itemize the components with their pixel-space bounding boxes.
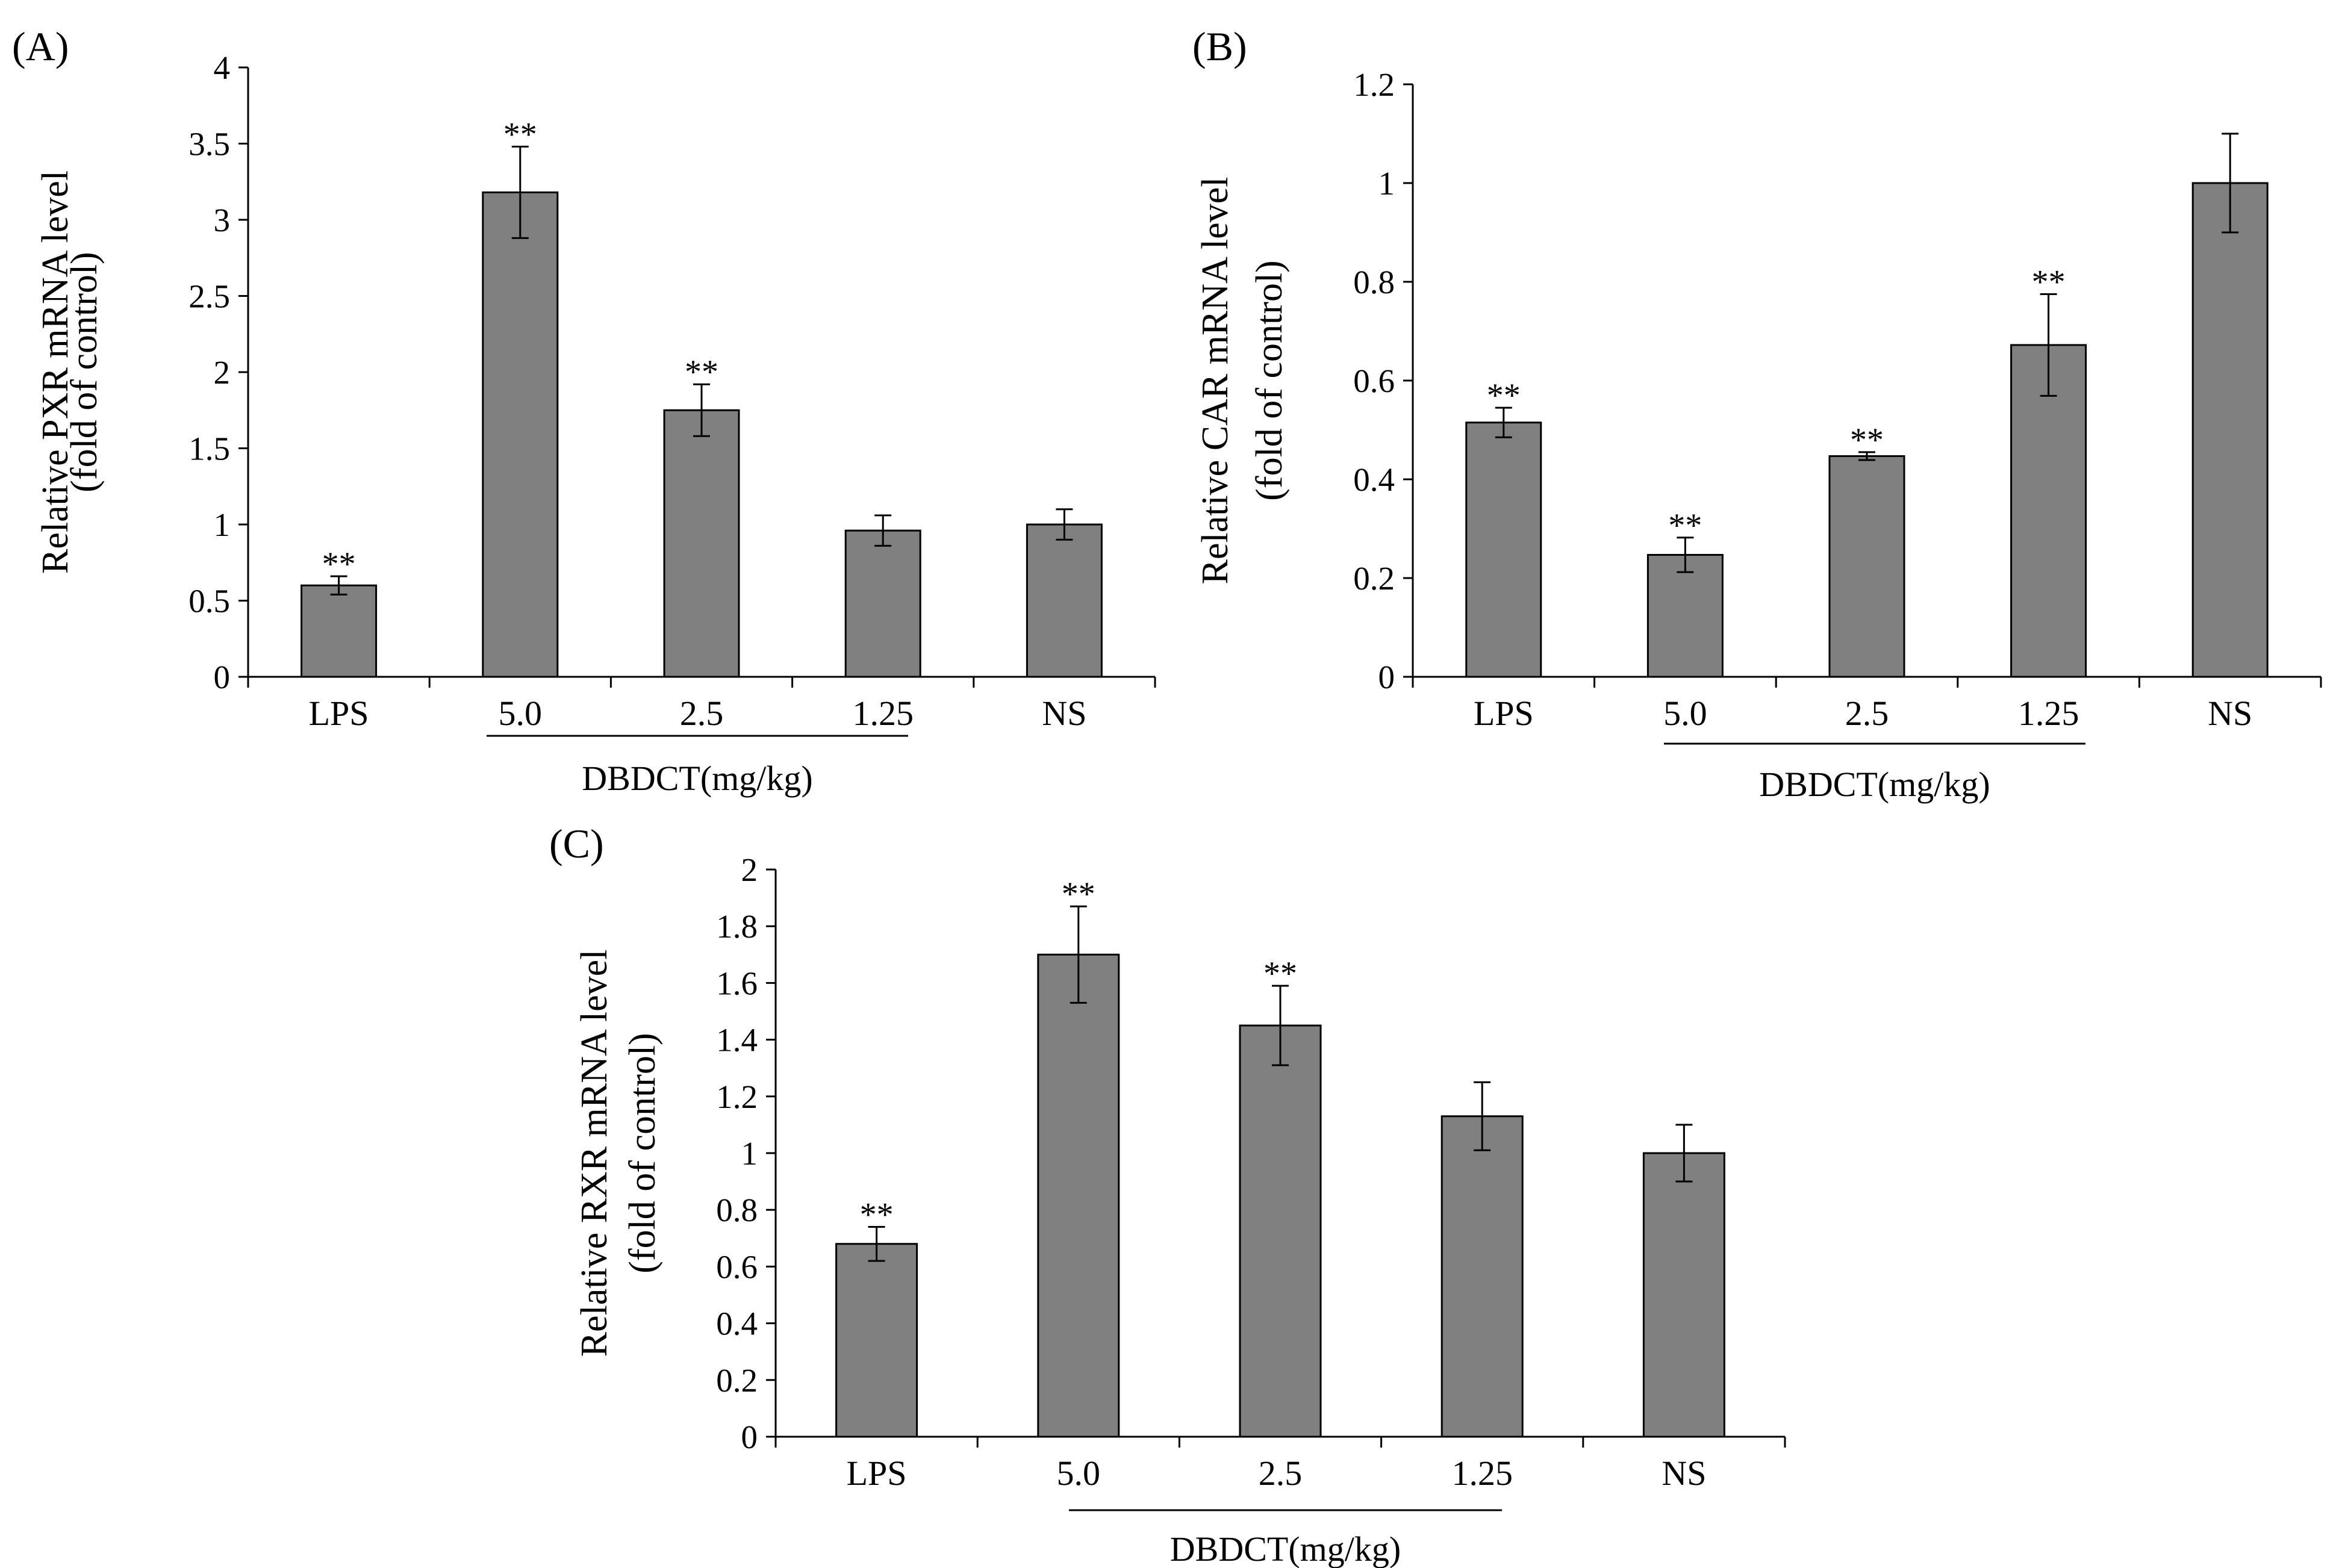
group-label: DBDCT(mg/kg) <box>1759 765 1990 804</box>
y-axis-subtitle: (fold of control) <box>64 252 105 492</box>
significance-marker: ** <box>1487 377 1521 414</box>
x-category-label: 5.0 <box>499 694 543 733</box>
y-tick-label: 1 <box>741 1135 758 1172</box>
y-tick-label: 2 <box>214 354 231 391</box>
x-category-label: 2.5 <box>1845 694 1889 733</box>
y-tick-label: 1.2 <box>1353 66 1395 103</box>
y-tick-label: 1.2 <box>716 1078 758 1115</box>
significance-marker: ** <box>322 546 356 583</box>
x-category-label: 1.25 <box>2018 694 2079 733</box>
x-category-label: NS <box>1662 1454 1706 1493</box>
y-tick-label: 0.6 <box>1353 362 1395 399</box>
panel-a: 0 0.5 1 1.5 2 2.5 3 3.5 4 ** LPS ** 5.0 ** 2.5 1.25 NS DB… <box>12 23 1156 798</box>
bar <box>2010 344 2087 678</box>
bar <box>1465 422 1542 678</box>
y-tick-label: 0.2 <box>1353 560 1395 597</box>
significance-marker: ** <box>1263 955 1297 992</box>
y-tick-label: 1.8 <box>716 908 758 945</box>
x-category-label: LPS <box>847 1454 907 1493</box>
y-tick-label: 0.2 <box>716 1362 758 1399</box>
y-tick-label: 0.4 <box>716 1305 758 1342</box>
x-category-label: 5.0 <box>1663 694 1707 733</box>
bar <box>301 584 378 678</box>
y-tick-label: 0 <box>741 1419 758 1455</box>
y-tick-label: 1.4 <box>716 1022 758 1059</box>
bar <box>482 191 559 678</box>
panel-b: 0 0.2 0.4 0.6 0.8 1 1.2 ** LPS ** 5.0 ** 2.5 ** 1.25 NS… <box>1192 23 2322 804</box>
x-category-label: LPS <box>309 694 369 733</box>
x-category-label: 2.5 <box>1259 1454 1303 1493</box>
y-axis-title: Relative RXR mRNA level <box>574 950 615 1357</box>
panel-label: (B) <box>1192 23 1247 69</box>
y-tick-label: 0.4 <box>1353 461 1395 498</box>
y-tick-label: 2 <box>741 851 758 888</box>
y-tick-label: 0.5 <box>188 583 230 620</box>
y-tick-label: 0 <box>214 659 231 695</box>
y-axis-subtitle: (fold of control) <box>622 1033 663 1273</box>
y-tick-label: 1 <box>1378 165 1395 202</box>
bar <box>1642 1152 1725 1438</box>
bar <box>835 1243 918 1438</box>
significance-marker: ** <box>1668 507 1702 544</box>
y-tick-label: 1 <box>214 506 231 543</box>
bar <box>844 529 921 678</box>
y-tick-label: 2.5 <box>188 278 230 315</box>
y-tick-label: 0.8 <box>1353 264 1395 300</box>
bar <box>1239 1024 1322 1438</box>
significance-marker: ** <box>685 353 718 391</box>
y-tick-label: 4 <box>214 49 231 86</box>
x-category-label: 1.25 <box>1451 1454 1513 1493</box>
bar <box>2191 182 2269 678</box>
significance-marker: ** <box>860 1196 894 1233</box>
panel-c: 0 0.2 0.4 0.6 0.8 1 1.2 1.4 1.6 1.8 2 ** LPS ** 5.0 ** 2… <box>549 821 1786 1568</box>
y-tick-label: 1.6 <box>716 965 758 1001</box>
y-axis-title: Relative CAR mRNA level <box>1195 177 1236 585</box>
panel-label: (A) <box>12 23 69 69</box>
significance-marker: ** <box>503 116 537 154</box>
x-category-label: LPS <box>1474 694 1534 733</box>
y-tick-label: 0 <box>1378 659 1395 695</box>
y-tick-label: 3.5 <box>188 126 230 163</box>
x-category-label: NS <box>1042 694 1086 733</box>
bar <box>1440 1115 1524 1438</box>
y-axis-subtitle: (fold of control) <box>1249 260 1290 500</box>
significance-marker: ** <box>2032 264 2066 301</box>
panel-label: (C) <box>549 821 604 866</box>
x-category-label: 2.5 <box>680 694 724 733</box>
y-tick-label: 0.6 <box>716 1248 758 1285</box>
significance-marker: ** <box>1850 422 1884 459</box>
group-label: DBDCT(mg/kg) <box>1170 1529 1401 1568</box>
bar <box>1646 553 1724 678</box>
x-category-label: 1.25 <box>852 694 914 733</box>
y-tick-label: 3 <box>214 202 231 238</box>
bar <box>663 409 740 678</box>
significance-marker: ** <box>1062 876 1095 913</box>
x-category-label: 5.0 <box>1057 1454 1101 1493</box>
group-label: DBDCT(mg/kg) <box>582 759 812 798</box>
bar <box>1026 523 1103 678</box>
bar <box>1828 455 1905 678</box>
bar <box>1037 953 1120 1438</box>
y-tick-label: 1.5 <box>188 431 230 467</box>
x-category-label: NS <box>2208 694 2252 733</box>
y-tick-label: 0.8 <box>716 1192 758 1228</box>
y-axis-title: Relative PXR mRNA level <box>35 170 76 574</box>
